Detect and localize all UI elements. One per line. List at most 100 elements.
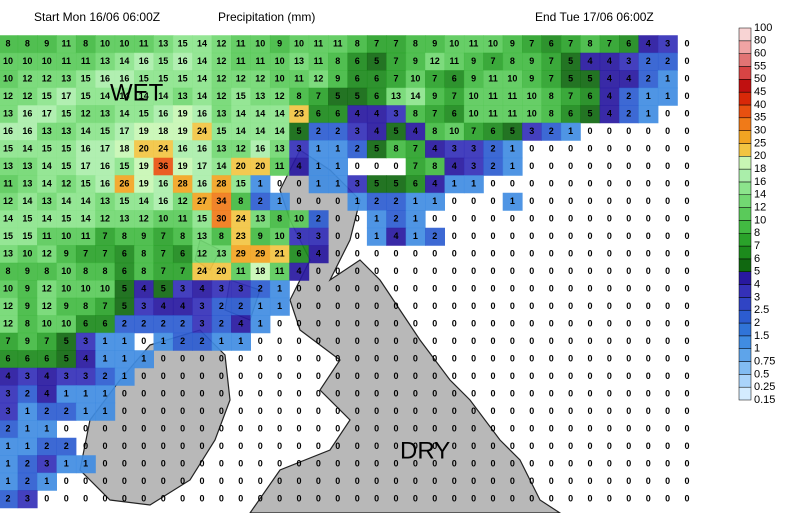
precip-cell [250, 140, 271, 159]
precip-value: 0 [452, 283, 457, 293]
precip-cell [386, 70, 407, 89]
precip-cell [425, 157, 445, 176]
precip-value: 12 [236, 143, 246, 153]
precip-value: 12 [61, 178, 71, 188]
legend-label: 0.25 [754, 381, 775, 393]
precip-cell [95, 175, 116, 194]
precip-value: 0 [296, 371, 301, 381]
precip-cell [502, 122, 523, 141]
precip-value: 4 [355, 108, 360, 118]
precip-value: 16 [158, 178, 168, 188]
precip-value: 11 [3, 178, 13, 188]
precip-cell [153, 105, 174, 124]
precip-value: 9 [529, 56, 534, 66]
precip-value: 1 [646, 108, 651, 118]
precip-value: 16 [197, 143, 207, 153]
precip-value: 0 [626, 476, 631, 486]
precip-value: 11 [236, 56, 246, 66]
precip-cell [0, 262, 19, 281]
precip-value: 13 [22, 178, 32, 188]
precip-cell [153, 157, 174, 176]
precip-value: 0 [490, 266, 495, 276]
precip-value: 16 [100, 161, 110, 171]
precip-cell [0, 105, 19, 124]
precip-value: 4 [607, 91, 612, 101]
precip-value: 6 [452, 108, 457, 118]
precip-value: 0 [393, 493, 398, 503]
precip-cell [211, 315, 232, 334]
precip-value: 0 [607, 196, 612, 206]
precip-value: 14 [197, 73, 207, 83]
precip-cell [0, 402, 19, 421]
precip-value: 0 [413, 476, 418, 486]
precip-value: 0 [102, 458, 107, 468]
precip-value: 0 [587, 353, 592, 363]
precip-value: 0 [316, 336, 321, 346]
precip-cell [231, 210, 251, 229]
precip-value: 7 [568, 91, 573, 101]
precip-value: 0 [180, 423, 185, 433]
legend-swatch [738, 168, 752, 183]
precip-value: 0 [161, 388, 166, 398]
precip-cell [444, 157, 465, 176]
precip-value: 0 [665, 143, 670, 153]
precip-value: 9 [432, 91, 437, 101]
legend-label: 2.5 [754, 304, 769, 316]
precip-value: 0 [238, 476, 243, 486]
precip-value: 3 [529, 126, 534, 136]
precip-cell [250, 35, 271, 54]
precip-value: 16 [178, 143, 188, 153]
precip-cell [95, 367, 116, 386]
precip-cell [522, 105, 542, 124]
precip-value: 2 [393, 213, 398, 223]
precip-cell [153, 52, 174, 71]
precip-value: 8 [5, 38, 10, 48]
precip-cell [463, 87, 484, 106]
precip-cell [657, 52, 678, 71]
precip-value: 13 [294, 56, 304, 66]
precip-cell [599, 87, 620, 106]
precip-cell [0, 332, 19, 351]
precip-cell [405, 70, 426, 89]
precip-value: 0 [607, 213, 612, 223]
precip-value: 13 [3, 108, 13, 118]
precip-cell [231, 175, 251, 194]
precip-cell [172, 245, 193, 264]
precip-cell [250, 227, 271, 246]
precip-cell [17, 105, 38, 124]
precip-value: 4 [316, 248, 321, 258]
precip-cell [541, 70, 562, 89]
precip-value: 5 [122, 301, 127, 311]
precip-value: 0 [568, 283, 573, 293]
precip-cell [522, 70, 542, 89]
precip-cell [0, 455, 19, 474]
legend-swatch [738, 361, 752, 375]
precip-value: 0 [684, 248, 689, 258]
precip-value: 0 [471, 353, 476, 363]
precip-cell [502, 70, 523, 89]
precip-value: 0 [335, 213, 340, 223]
precip-value: 0 [452, 301, 457, 311]
precip-value: 0 [510, 248, 515, 258]
precip-value: 0 [568, 493, 573, 503]
precip-cell [134, 210, 154, 229]
precip-value: 3 [626, 56, 631, 66]
precip-value: 0 [490, 423, 495, 433]
precip-value: 10 [61, 231, 71, 241]
precip-cell [231, 297, 251, 316]
precip-cell [114, 297, 135, 316]
precip-cell [541, 87, 562, 106]
precip-value: 0 [529, 493, 534, 503]
precip-value: 0 [316, 406, 321, 416]
precip-value: 0 [355, 336, 360, 346]
precip-cell [347, 87, 368, 106]
precip-cell [192, 192, 213, 211]
precip-value: 0 [684, 38, 689, 48]
precip-value: 2 [44, 441, 49, 451]
precip-value: 0 [684, 108, 689, 118]
precip-cell [75, 262, 96, 281]
precip-value: 0 [549, 353, 554, 363]
precip-cell [114, 280, 135, 299]
precip-value: 0 [199, 406, 204, 416]
precip-value: 0 [316, 476, 321, 486]
